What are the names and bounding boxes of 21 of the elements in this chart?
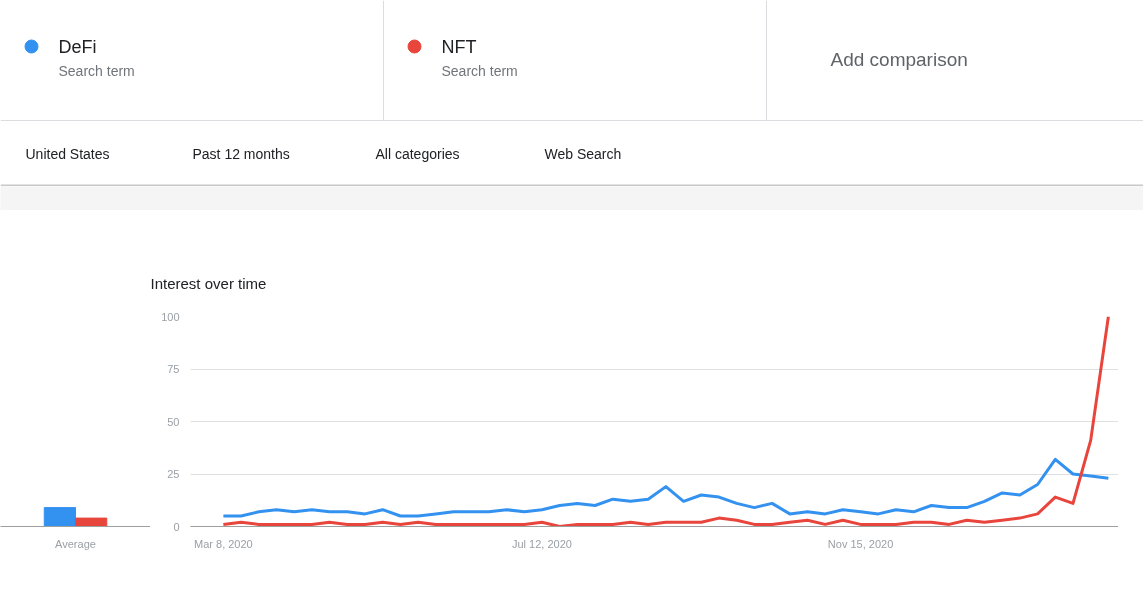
- line-series: [221, 316, 1110, 527]
- x-tick-label: Nov 15, 2020: [827, 537, 894, 550]
- y-tick-label: 25: [167, 468, 180, 480]
- text: All categories: [375, 145, 460, 162]
- text: Past 12 months: [192, 145, 290, 162]
- text: Search term: [441, 62, 518, 79]
- text: Search term: [58, 62, 135, 79]
- chart-title: Interest over time: [150, 274, 267, 292]
- legend-label: DeFi: [58, 36, 97, 57]
- legend-label: NFT: [441, 36, 477, 57]
- y-tick-label: 75: [167, 363, 180, 375]
- line-series: [221, 457, 1110, 518]
- text: Add comparison: [830, 49, 968, 70]
- y-tick-label: 100: [161, 310, 180, 323]
- x-tick-label: Mar 8, 2020: [194, 537, 253, 550]
- x-tick-label: Jul 12, 2020: [512, 537, 572, 550]
- x-tick-label: Average: [55, 537, 96, 550]
- y-tick-label: 50: [167, 415, 180, 428]
- text: Web Search: [544, 145, 622, 162]
- y-tick-label: 0: [173, 520, 180, 533]
- text: United States: [25, 145, 110, 162]
